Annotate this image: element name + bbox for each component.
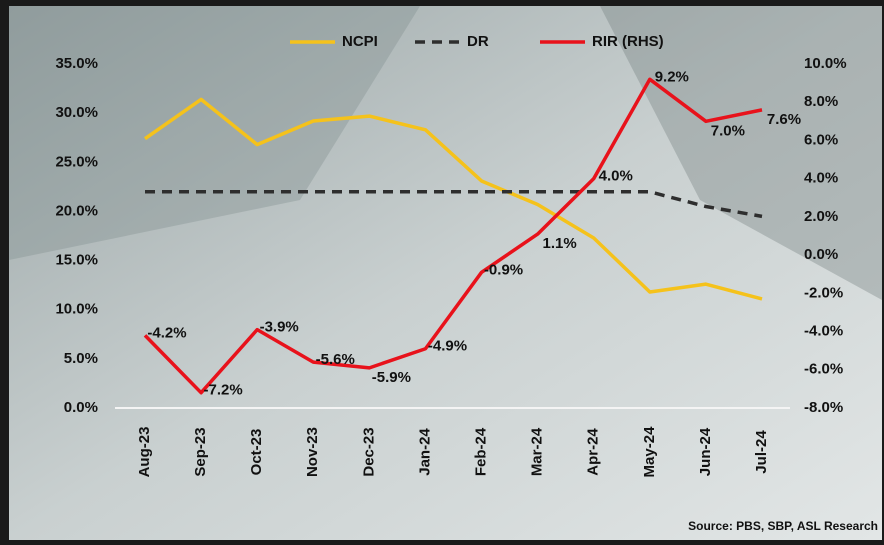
y2-tick-label: 4.0% bbox=[804, 170, 838, 187]
y2-tick-label: -6.0% bbox=[804, 361, 843, 378]
y2-tick-label: -2.0% bbox=[804, 284, 843, 301]
y-tick-label: 0.0% bbox=[64, 399, 98, 416]
y2-tick-label: -8.0% bbox=[804, 399, 843, 416]
data-label: -0.9% bbox=[484, 261, 523, 278]
y2-tick-label: 8.0% bbox=[804, 93, 838, 110]
y-tick-label: 10.0% bbox=[55, 301, 98, 318]
x-tick-label: Sep-23 bbox=[192, 427, 209, 476]
y2-tick-label: 0.0% bbox=[804, 246, 838, 263]
y2-tick-label: 2.0% bbox=[804, 208, 838, 225]
y-tick-label: 35.0% bbox=[55, 55, 98, 72]
x-tick-label: Oct-23 bbox=[248, 429, 265, 476]
page: Source: PBS, SBP, ASL Research 0.0% 5.0% 1… bbox=[0, 0, 884, 545]
legend-label: RIR (RHS) bbox=[592, 33, 664, 50]
source: Source: PBS, SBP, ASL Research bbox=[688, 519, 878, 533]
y-tick-label: 25.0% bbox=[55, 153, 98, 170]
chart: Source: PBS, SBP, ASL Research 0.0% 5.0% 1… bbox=[0, 0, 884, 545]
data-label: 1.1% bbox=[543, 235, 577, 252]
legend-label: DR bbox=[467, 33, 489, 50]
x-tick-label: Dec-23 bbox=[360, 427, 377, 476]
data-label: 4.0% bbox=[599, 168, 633, 185]
data-label: 9.2% bbox=[655, 68, 689, 85]
data-label: -3.9% bbox=[260, 319, 299, 336]
x-tick-label: Jun-24 bbox=[697, 427, 714, 476]
y2-tick-label: -4.0% bbox=[804, 323, 843, 340]
x-tick-label: Apr-24 bbox=[585, 428, 602, 476]
data-label: 7.0% bbox=[711, 122, 745, 139]
x-tick-label: May-24 bbox=[641, 426, 658, 478]
x-tick-label: Nov-23 bbox=[304, 427, 321, 477]
data-label: -5.9% bbox=[372, 369, 411, 386]
y-tick-label: 20.0% bbox=[55, 202, 98, 219]
data-label: -7.2% bbox=[203, 382, 242, 399]
x-tick-label: Feb-24 bbox=[473, 427, 490, 476]
y2-tick-label: 6.0% bbox=[804, 131, 838, 148]
y2-tick-label: 10.0% bbox=[804, 55, 847, 72]
y-tick-label: 5.0% bbox=[64, 350, 98, 367]
x-tick-label: Jan-24 bbox=[416, 428, 433, 476]
x-tick-label: Aug-23 bbox=[136, 427, 153, 478]
legend-label: NCPI bbox=[342, 33, 378, 50]
x-tick-label: Mar-24 bbox=[529, 427, 546, 476]
y-tick-label: 15.0% bbox=[55, 252, 98, 269]
data-label: -5.6% bbox=[316, 351, 355, 368]
data-label: -4.9% bbox=[428, 338, 467, 355]
data-label: 7.6% bbox=[767, 111, 801, 128]
data-label: -4.2% bbox=[147, 324, 186, 341]
x-tick-label: Jul-24 bbox=[753, 430, 770, 474]
y-tick-label: 30.0% bbox=[55, 104, 98, 121]
